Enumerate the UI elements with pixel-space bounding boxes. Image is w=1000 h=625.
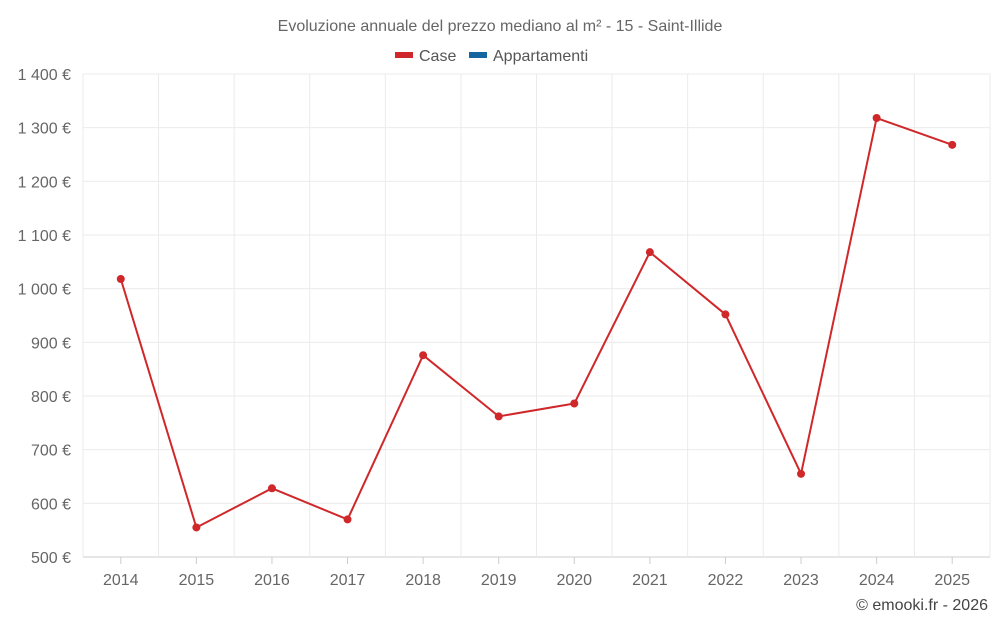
x-tick-label: 2020: [556, 572, 592, 589]
y-tick-label: 700 €: [31, 443, 71, 460]
x-tick-label: 2017: [330, 572, 366, 589]
credit-text: © emooki.fr - 2026: [856, 597, 988, 614]
y-tick-label: 1 400 €: [18, 67, 71, 84]
data-point-case-2024[interactable]: [872, 114, 881, 123]
legend: Case Appartamenti: [395, 48, 588, 65]
x-tick-label: 2021: [632, 572, 668, 589]
data-point-case-2014[interactable]: [116, 275, 125, 284]
x-tick-label: 2019: [481, 572, 517, 589]
legend-swatch-case: [395, 52, 413, 58]
legend-label-case: Case: [419, 48, 456, 65]
y-tick-label: 900 €: [31, 335, 71, 352]
x-tick-label: 2015: [179, 572, 215, 589]
data-point-case-2015[interactable]: [192, 523, 201, 532]
data-point-case-2020[interactable]: [570, 399, 579, 408]
x-axis: 2014 2015 2016 2017 2018 2019 2020 2021 2022 2023…: [103, 557, 970, 589]
legend-item-case[interactable]: Case: [395, 48, 456, 65]
legend-swatch-appartamenti: [469, 52, 487, 58]
x-tick-label: 2016: [254, 572, 290, 589]
y-tick-label: 1 200 €: [18, 174, 71, 191]
x-tick-label: 2014: [103, 572, 139, 589]
y-tick-label: 1 300 €: [18, 121, 71, 138]
y-tick-label: 1 100 €: [18, 228, 71, 245]
data-point-case-2019[interactable]: [494, 412, 503, 421]
y-tick-label: 500 €: [31, 550, 71, 567]
data-point-case-2016[interactable]: [267, 484, 276, 493]
gridlines: [82, 73, 991, 558]
y-tick-label: 1 000 €: [18, 282, 71, 299]
data-point-case-2023[interactable]: [797, 469, 806, 478]
legend-label-appartamenti: Appartamenti: [493, 48, 588, 65]
data-point-case-2017[interactable]: [343, 515, 352, 524]
y-tick-label: 800 €: [31, 389, 71, 406]
x-tick-label: 2024: [859, 572, 895, 589]
data-point-case-2021[interactable]: [645, 248, 654, 257]
series-line-case: [119, 117, 953, 529]
data-point-case-2022[interactable]: [721, 310, 730, 319]
x-tick-label: 2023: [783, 572, 819, 589]
y-axis: 500 € 600 € 700 € 800 € 900 € 1 000 € 1 100 € 1…: [18, 67, 71, 567]
data-point-case-2018[interactable]: [419, 351, 428, 360]
x-tick-label: 2022: [708, 572, 744, 589]
y-tick-label: 600 €: [31, 496, 71, 513]
chart-title: Evoluzione annuale del prezzo mediano al…: [278, 18, 723, 35]
data-point-case-2025[interactable]: [948, 140, 957, 149]
x-tick-label: 2025: [934, 572, 970, 589]
legend-item-appartamenti[interactable]: Appartamenti: [469, 48, 588, 65]
series-case: [116, 114, 957, 532]
x-tick-label: 2018: [405, 572, 441, 589]
